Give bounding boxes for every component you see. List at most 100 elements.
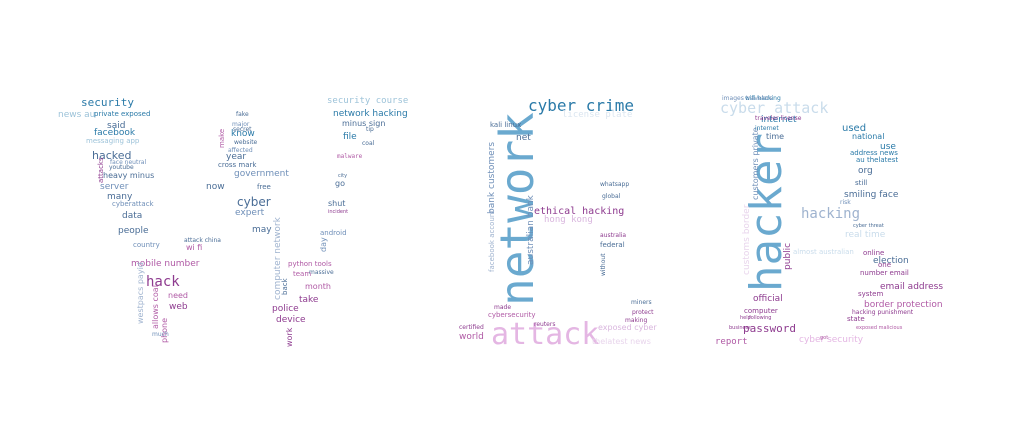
cloud-word: official [753,294,783,304]
cloud-word: police [272,304,299,314]
cloud-word: work [285,327,294,347]
cloud-word: almost australian [793,248,854,256]
cloud-word: may [252,225,272,235]
cloud-word: real time [845,230,886,240]
cloud-word: make [218,128,226,148]
cloud-word: go [335,179,345,188]
cloud-word: mobile number [131,259,200,269]
cloud-word: security [81,96,134,109]
cloud-word: government [234,169,289,179]
cloud-word: state [847,315,865,323]
cloud-word: traveler license [755,115,802,122]
cloud-word: business [729,325,751,331]
cloud-word: time [766,132,785,141]
cloud-word: face neutral [110,159,147,166]
cloud-word: customs border [742,204,752,275]
cloud-word: election [873,256,909,266]
cloud-word: android [320,229,347,237]
cloud-word: westpacs payid [136,262,145,324]
cloud-word: border protection [864,300,943,310]
cloud-word: coal [362,140,375,147]
cloud-word: federal [600,241,625,249]
cloud-word: web [169,302,188,312]
cloud-word: making [625,317,648,324]
cloud-word: attack china [184,237,221,244]
cloud-word: without [600,253,607,276]
cloud-word: website [234,139,258,146]
cloud-word: smiling face [844,190,899,200]
cloud-word: australia [600,232,627,239]
cloud-word: said [107,121,126,131]
cloud-word: online [863,249,885,257]
cloud-word: expert [235,208,265,218]
cloud-word: facebook [94,128,136,138]
cloud-word: address news [850,149,898,157]
cloud-word: license plate [562,110,633,120]
cloud-word: device [276,315,306,325]
cloud-word: incident [328,209,349,215]
cloud-word: massive [309,269,334,276]
cloud-word: wifi hacking [745,95,781,102]
cloud-word: password [743,322,796,335]
cloud-word: got [820,335,829,341]
cloud-word: now [206,182,225,192]
cloud-word: attack [491,317,600,352]
cloud-word: miners [631,299,652,306]
cloud-word: cybersecurity [488,311,536,319]
cloud-word: number email [860,269,909,277]
cloud-word: data [122,211,143,221]
cloud-word: hacking punishment [852,309,914,316]
cloud-word: thelatest news [592,337,651,346]
cloud-word: net [516,133,531,143]
cloud-word: many [107,192,133,202]
cloud-word: protect [632,309,654,316]
cloud-word: hacking [801,206,861,222]
cloud-word: hong kong [544,215,593,225]
cloud-word: know [231,129,255,139]
cloud-word: secret [233,126,252,133]
cloud-word: shut [328,199,346,208]
cloud-word: certified [459,324,484,331]
cloud-word: internet [755,125,779,132]
cloud-word: internet [761,115,797,125]
cloud-word: au thelatest [856,156,899,164]
cloud-word: ethical hacking [534,206,625,217]
cloud-word: much [152,331,169,338]
cloud-word: whatsapp [600,181,630,188]
cloud-word: private exposed [94,110,151,118]
cloud-word: server [100,182,129,192]
cloud-word: allows coal [151,285,160,329]
cloud-word: hacked [92,149,132,162]
cloud-word: global [602,193,621,200]
cloud-word: cyber security [799,335,864,345]
cloud-word: org [858,166,873,176]
cloud-word: year [226,152,247,162]
cloud-word: minus sign [342,119,386,128]
cloud-word: team [293,270,312,278]
cloud-word: system [858,290,884,298]
cloud-word: need [168,291,188,300]
cloud-word: major [232,121,250,128]
cloud-word: malware [337,153,363,160]
cloud-word: public [783,242,793,270]
cloud-word: exposed malicious [856,325,903,331]
cloud-word: news au [58,110,96,120]
cloud-word: file [343,132,357,142]
cloud-word: cyberattack [112,200,154,208]
cloud-word: network hacking [333,109,408,119]
cloud-word: bank customers [487,141,497,214]
cloud-word: cyber [237,195,271,209]
cloud-word: people [118,226,149,236]
cloud-word: cross mark [218,161,257,169]
cloud-word: national [852,132,885,141]
cloud-word: python tools [288,260,332,268]
cloud-word: kali linux [490,121,522,129]
cloud-word: city [338,173,348,179]
cloud-word: affected [228,147,253,154]
cloud-word: email address [880,282,944,292]
cloud-word: attacks [97,157,105,183]
cloud-word: customers private [751,127,760,200]
cloud-word: help [740,315,751,321]
cloud-word: day [319,237,328,252]
